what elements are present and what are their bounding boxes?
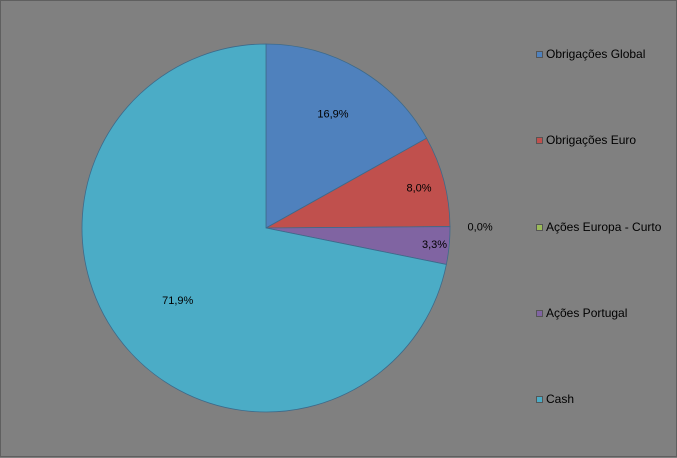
legend-label: Ações Portugal bbox=[546, 306, 628, 320]
legend-swatch bbox=[536, 223, 543, 231]
data-label-0: 16,9% bbox=[317, 109, 348, 121]
legend-swatch bbox=[536, 136, 543, 144]
legend-label: Obrigações Global bbox=[546, 47, 646, 61]
pie-slice-1 bbox=[265, 137, 451, 229]
pie-slice-0 bbox=[265, 43, 428, 229]
legend-label: Ações Europa - Curto bbox=[546, 220, 662, 234]
pie-slice-4 bbox=[81, 43, 447, 413]
legend-item-acoes-portugal: Ações Portugal bbox=[536, 305, 627, 321]
legend-item-acoes-europa-curto: Ações Europa - Curto bbox=[536, 219, 661, 235]
data-label-3: 3,3% bbox=[422, 239, 447, 251]
legend-label: Cash bbox=[546, 392, 575, 406]
legend-item-cash: Cash bbox=[536, 391, 574, 407]
data-label-2: 0,0% bbox=[468, 221, 493, 233]
legend-swatch bbox=[536, 309, 543, 317]
legend-swatch bbox=[536, 395, 543, 403]
data-label-4: 71,9% bbox=[162, 295, 193, 307]
data-label-1: 8,0% bbox=[406, 183, 431, 195]
legend-item-obrigacoes-euro: Obrigações Euro bbox=[536, 132, 636, 148]
legend-label: Obrigações Euro bbox=[546, 133, 637, 147]
legend-swatch bbox=[536, 50, 543, 58]
legend-item-obrigacoes-global: Obrigações Global bbox=[536, 46, 645, 62]
